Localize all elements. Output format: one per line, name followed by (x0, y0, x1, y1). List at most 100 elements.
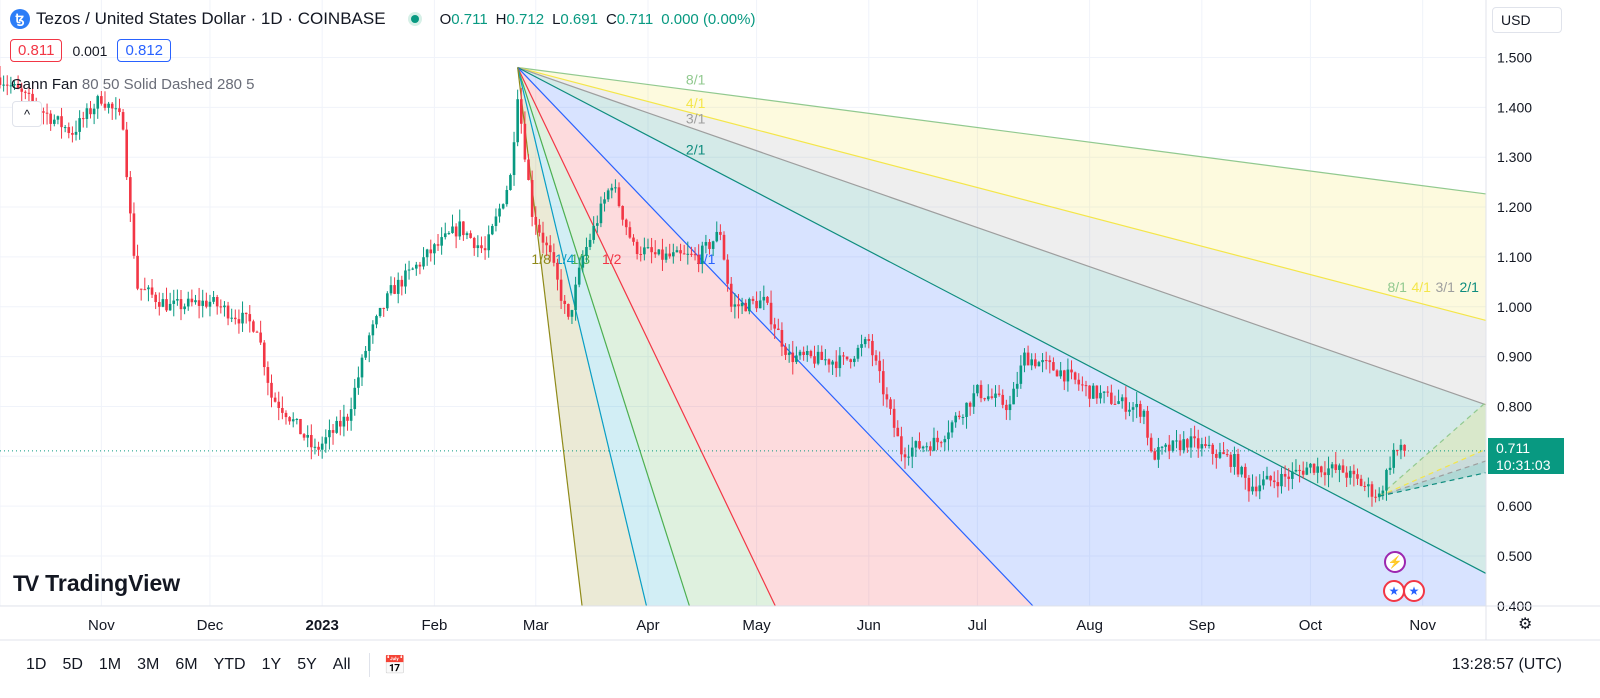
time-axis[interactable]: 4NovDec2023FebMarAprMayJunJulAugSepOctNo… (0, 605, 1600, 641)
candle-body (708, 242, 711, 249)
candle-body (505, 190, 509, 205)
time-tick-label: Nov (88, 617, 115, 634)
gann-fan-label: 3/1 (686, 110, 706, 126)
candle-body (690, 253, 693, 255)
time-tick-label: Oct (1299, 617, 1323, 634)
currency-selector[interactable]: USD (1492, 7, 1562, 33)
tf-1d-button[interactable]: 1D (26, 656, 47, 673)
candle-body (100, 96, 103, 104)
tf-1y-button[interactable]: 1Y (261, 656, 282, 673)
candle-body (125, 129, 128, 178)
candle-body (968, 402, 972, 407)
tf-ytd-button[interactable]: YTD (213, 656, 246, 673)
candle-body (1222, 452, 1225, 455)
candle-body (375, 316, 378, 325)
symbol-title[interactable]: Tezos / United States Dollar · 1D · COIN… (36, 9, 386, 28)
buy-button[interactable]: 0.812 (117, 39, 172, 62)
candle-body (1233, 454, 1236, 467)
candle-body (1106, 391, 1110, 393)
candle-body (53, 119, 56, 124)
candle-body (628, 227, 632, 238)
candle-body (310, 435, 313, 448)
candle-body (150, 287, 154, 295)
gann-fan-line (517, 66, 1487, 574)
candle-body (1381, 490, 1385, 494)
candle-body (1272, 480, 1276, 483)
candle-body (986, 396, 990, 400)
price-axis[interactable]: 1.500 1.400 1.300 1.200 1.100 1.000 0.900 0.800… (1485, 0, 1532, 640)
candle-body (1070, 369, 1073, 373)
gann-fan-label: 2/1 (686, 141, 706, 157)
bar-countdown: 10:31:03 (1496, 457, 1551, 473)
tf-5d-button[interactable]: 5D (62, 656, 83, 673)
candle-body (396, 279, 400, 294)
calendar-range-icon[interactable]: 📅 (383, 654, 406, 675)
candle-body (715, 231, 719, 242)
candle-body (1392, 449, 1395, 468)
candle-body (1327, 468, 1330, 476)
gann-fan[interactable]: 8/14/13/12/11/11/21/31/41/88/1 4/1 3/1 2/1 (517, 66, 1487, 607)
candle-body (320, 443, 324, 450)
market-status-icon[interactable] (407, 12, 422, 26)
bottom-toolbar: 1D 5D 1M 3M 6M YTD 1Y 5Y All 📅 13:28:57 … (0, 645, 1600, 685)
candle-body (1142, 410, 1146, 417)
candle-body (49, 113, 52, 124)
us-flag-icon[interactable]: ★ (1383, 580, 1405, 602)
indicator-legend[interactable]: Gann Fan 80 50 Solid Dashed 280 5 (11, 76, 255, 93)
lightning-icon[interactable]: ⚡ (1384, 551, 1406, 573)
us-flag-icon[interactable]: ★ (1403, 580, 1425, 602)
candle-body (367, 335, 371, 351)
time-tick-label: Nov (1409, 617, 1436, 634)
candle-body (1243, 466, 1247, 478)
candle-body (1370, 484, 1374, 497)
utc-clock[interactable]: 13:28:57 (UTC) (1451, 656, 1562, 673)
candle-body (422, 257, 425, 267)
candle-body (389, 285, 393, 294)
candle-body (1254, 486, 1258, 492)
gear-icon[interactable]: ⚙ (1518, 616, 1533, 633)
tf-3m-button[interactable]: 3M (137, 656, 160, 673)
candle-body (331, 430, 335, 433)
candle-body (281, 407, 284, 413)
candle-body (299, 419, 302, 435)
price-tick-label: 1.500 (1497, 50, 1532, 66)
candle-body (675, 250, 679, 253)
tf-all-button[interactable]: All (332, 656, 351, 673)
gann-fan-zone (1379, 402, 1486, 497)
candle-body (480, 245, 483, 249)
candle-body (1200, 444, 1204, 449)
candle-body (1345, 472, 1348, 478)
candle-body (1403, 444, 1406, 451)
collapse-legend-button[interactable]: ^ (12, 101, 42, 127)
candle-body (1110, 392, 1113, 404)
candle-body (1377, 493, 1381, 498)
candle-body (1385, 469, 1388, 491)
candle-body (255, 331, 259, 333)
candle-body (816, 351, 820, 364)
candle-body (534, 216, 538, 225)
tezos-icon[interactable]: ꜩ (10, 9, 30, 29)
candle-body (596, 223, 599, 226)
candle-body (74, 131, 78, 135)
sell-button[interactable]: 0.811 (10, 39, 63, 62)
gann-fan-line (1378, 448, 1487, 497)
tf-5y-button[interactable]: 5Y (297, 656, 317, 673)
candle-body (672, 252, 675, 257)
candle-body (1113, 403, 1117, 405)
candle-body (824, 359, 827, 361)
candle-body (1084, 385, 1088, 387)
candle-body (20, 88, 24, 92)
candle-body (795, 355, 798, 363)
candle-body (277, 401, 281, 408)
tf-1m-button[interactable]: 1M (98, 656, 122, 673)
candle-body (845, 356, 849, 360)
tradingview-logo[interactable]: TV TradingView (13, 570, 180, 597)
tf-6m-button[interactable]: 6M (175, 656, 198, 673)
candle-body (447, 233, 451, 235)
gann-fan-label: 8/1 (1387, 279, 1407, 295)
time-tick-label: Mar (523, 617, 549, 634)
candle-body (129, 177, 132, 214)
candle-body (527, 159, 530, 180)
candle-body (458, 221, 462, 237)
